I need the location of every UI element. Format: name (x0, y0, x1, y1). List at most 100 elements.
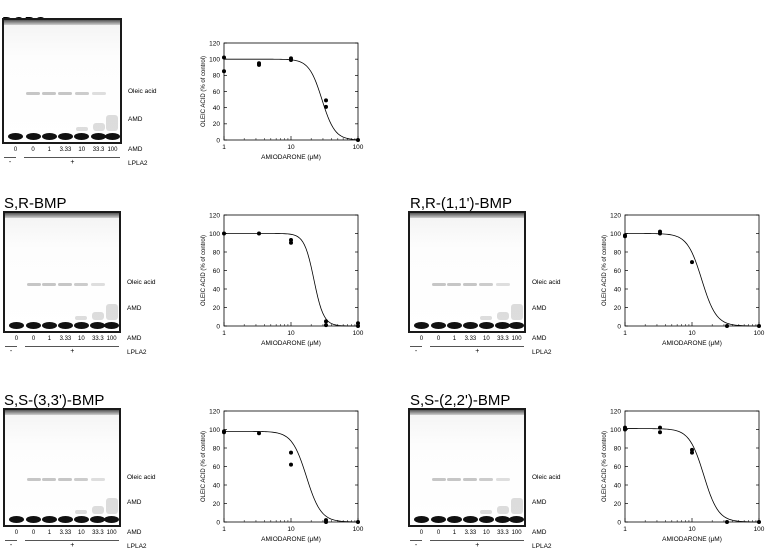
lpla2-plus: + (70, 348, 75, 355)
data-point (356, 138, 360, 142)
data-point (222, 430, 226, 435)
lane-label: 1 (47, 336, 52, 342)
y-axis-label: OLEIC ACID (% of control) (602, 235, 608, 306)
origin-spot (57, 322, 73, 329)
lpla2-label: LPLA2 (128, 160, 148, 167)
x-tick-label: 10 (287, 526, 295, 533)
plate-solvent-front (410, 410, 524, 415)
y-tick-label: 60 (213, 268, 221, 275)
oleic-acid-label: Oleic acid (127, 279, 156, 286)
tlc-plate (3, 408, 121, 527)
origin-spot (495, 516, 511, 523)
fit-curve (224, 233, 358, 327)
amd-band (496, 312, 509, 320)
rule-lpla2 (24, 157, 120, 158)
y-tick-label: 40 (614, 482, 622, 489)
oleic-acid-band (463, 478, 478, 481)
amd-band (91, 312, 104, 320)
lpla2-plus: + (70, 542, 75, 549)
y-tick-label: 80 (213, 445, 221, 452)
data-point (356, 321, 360, 326)
amd-band-label: AMD (127, 305, 142, 312)
y-axis-label: OLEIC ACID (% of control) (602, 431, 608, 502)
y-tick-label: 0 (216, 323, 220, 330)
origin-spot (41, 516, 57, 523)
rule-control (5, 346, 17, 347)
data-point (690, 447, 694, 452)
y-tick-label: 0 (617, 519, 621, 526)
data-point (257, 62, 262, 67)
origin-spot (495, 322, 511, 329)
lane-label: 0 (31, 530, 36, 536)
tlc-plate (3, 211, 121, 333)
lane-label: 10 (78, 147, 86, 153)
origin-spot (41, 322, 57, 329)
lane-label: 33.3 (497, 336, 509, 342)
data-point (222, 69, 226, 74)
rule-control (5, 540, 17, 541)
amd-band (75, 127, 88, 131)
plot-frame (624, 214, 760, 327)
data-point (356, 520, 360, 524)
x-tick-label: 100 (353, 144, 364, 151)
x-axis-label: AMIODARONE (μM) (662, 340, 722, 347)
lane-label: 0 (419, 336, 424, 342)
y-tick-label: 60 (213, 464, 221, 471)
y-axis-label: OLEIC ACID (% of control) (201, 56, 207, 127)
data-point (658, 231, 663, 236)
amd-band (510, 304, 523, 320)
rule-control (410, 346, 422, 347)
amd-band (75, 510, 88, 514)
x-axis-label: AMIODARONE (μM) (261, 154, 321, 161)
origin-spot (8, 322, 24, 329)
lane-label: 10 (483, 530, 490, 536)
y-tick-label: 20 (614, 501, 622, 508)
plate-solvent-front (5, 410, 119, 415)
lane-label: 100 (511, 336, 522, 342)
y-tick-label: 120 (209, 408, 220, 415)
y-tick-label: 80 (614, 445, 622, 452)
origin-spot (104, 516, 120, 523)
oleic-acid-band (431, 283, 446, 286)
origin-spot (26, 322, 41, 329)
x-axis-label: AMIODARONE (μM) (261, 536, 321, 543)
lane-label: 10 (483, 336, 490, 342)
lane-label: 3.33 (464, 530, 477, 536)
data-point (324, 98, 329, 103)
data-point (690, 260, 694, 265)
plate-solvent-front (410, 213, 524, 218)
data-point (658, 430, 663, 435)
origin-spot (90, 322, 106, 329)
data-point (757, 324, 761, 328)
data-point (623, 234, 627, 239)
lane-label: 33.3 (497, 530, 509, 536)
lane-label: 1 (452, 336, 457, 342)
lpla2-minus: - (9, 542, 13, 549)
data-point (257, 431, 262, 436)
origin-spot (431, 516, 446, 523)
origin-spot (57, 516, 73, 523)
amd-row-label: AMD (128, 146, 143, 153)
origin-spot (74, 133, 90, 140)
oleic-acid-band (479, 478, 494, 481)
x-tick-label: 10 (287, 330, 295, 337)
oleic-acid-band (431, 478, 446, 481)
lane-label: 33.3 (92, 336, 104, 342)
oleic-acid-band (90, 283, 105, 286)
data-point (725, 520, 730, 524)
lane-label: 1 (47, 147, 51, 153)
oleic-acid-band (479, 283, 494, 286)
origin-spot (90, 516, 106, 523)
origin-spot (73, 516, 89, 523)
lpla2-label: LPLA2 (532, 349, 552, 356)
origin-spot (413, 322, 429, 329)
oleic-acid-band (74, 92, 89, 95)
lane-label: 100 (511, 530, 522, 536)
data-point (725, 324, 730, 328)
data-point (658, 425, 663, 430)
y-tick-label: 0 (617, 323, 621, 330)
lane-label: 0 (436, 530, 441, 536)
origin-spot (446, 516, 462, 523)
